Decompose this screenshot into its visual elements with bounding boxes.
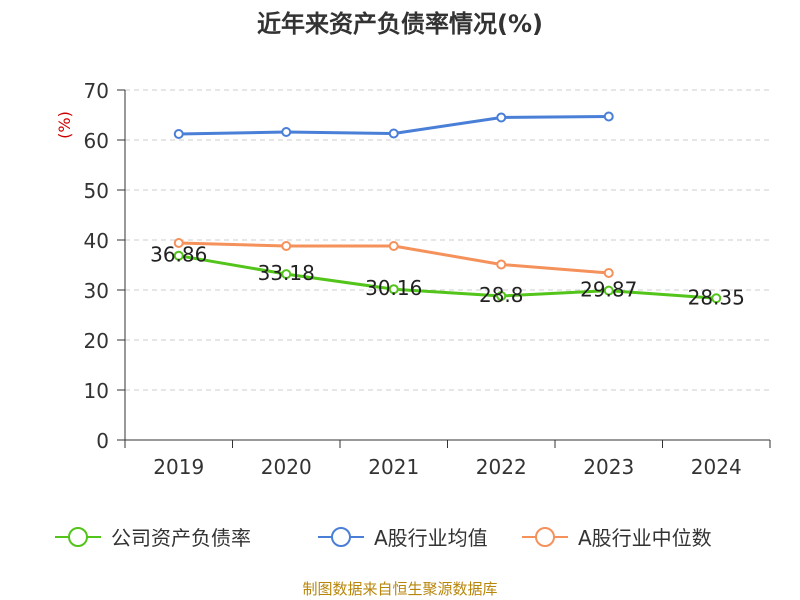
- data-point: [173, 129, 184, 139]
- data-point: [388, 284, 399, 295]
- x-tick-label: 2019: [153, 455, 204, 479]
- legend-marker: [331, 527, 351, 547]
- x-tick-label: 2024: [691, 455, 742, 479]
- data-point: [281, 127, 292, 137]
- data-point: [603, 285, 614, 296]
- data-label: 28.8: [479, 283, 524, 307]
- legend-marker: [68, 527, 88, 547]
- data-point: [603, 111, 614, 122]
- x-tick-label: 2021: [368, 455, 419, 479]
- x-tick-label: 2023: [583, 455, 634, 479]
- data-point: [173, 250, 184, 261]
- data-label: 33.18: [258, 261, 315, 285]
- data-point: [388, 241, 399, 251]
- legend-label: A股行业中位数: [578, 526, 712, 550]
- y-axis-label: (%): [55, 111, 74, 139]
- legend-marker: [535, 527, 555, 547]
- y-tick-label: 70: [84, 79, 109, 103]
- x-tick-label: 2020: [261, 455, 312, 479]
- chart-title: 近年来资产负债率情况(%): [257, 10, 543, 38]
- data-point: [388, 128, 399, 139]
- data-point: [603, 268, 614, 278]
- data-label: 29.87: [580, 278, 637, 302]
- data-point: [281, 241, 292, 251]
- data-label: 28.35: [688, 285, 745, 309]
- x-tick-label: 2022: [476, 455, 527, 479]
- data-label: 36.86: [150, 243, 207, 267]
- source-note: 制图数据来自恒生聚源数据库: [302, 580, 498, 598]
- data-point: [281, 269, 292, 280]
- data-point: [496, 291, 507, 301]
- y-tick-label: 20: [84, 329, 109, 353]
- data-point: [496, 259, 507, 270]
- y-tick-label: 50: [84, 179, 109, 203]
- y-tick-label: 0: [96, 429, 109, 453]
- legend-label: A股行业均值: [374, 526, 488, 550]
- data-label: 30.16: [365, 276, 422, 300]
- y-tick-label: 40: [84, 229, 109, 253]
- y-tick-label: 10: [84, 379, 109, 403]
- data-point: [496, 112, 507, 123]
- legend-label: 公司资产负债率: [111, 526, 251, 550]
- y-tick-label: 60: [84, 129, 109, 153]
- data-point: [173, 238, 184, 248]
- data-point: [711, 293, 722, 304]
- series-line: [178, 254, 717, 300]
- y-tick-label: 30: [84, 279, 109, 303]
